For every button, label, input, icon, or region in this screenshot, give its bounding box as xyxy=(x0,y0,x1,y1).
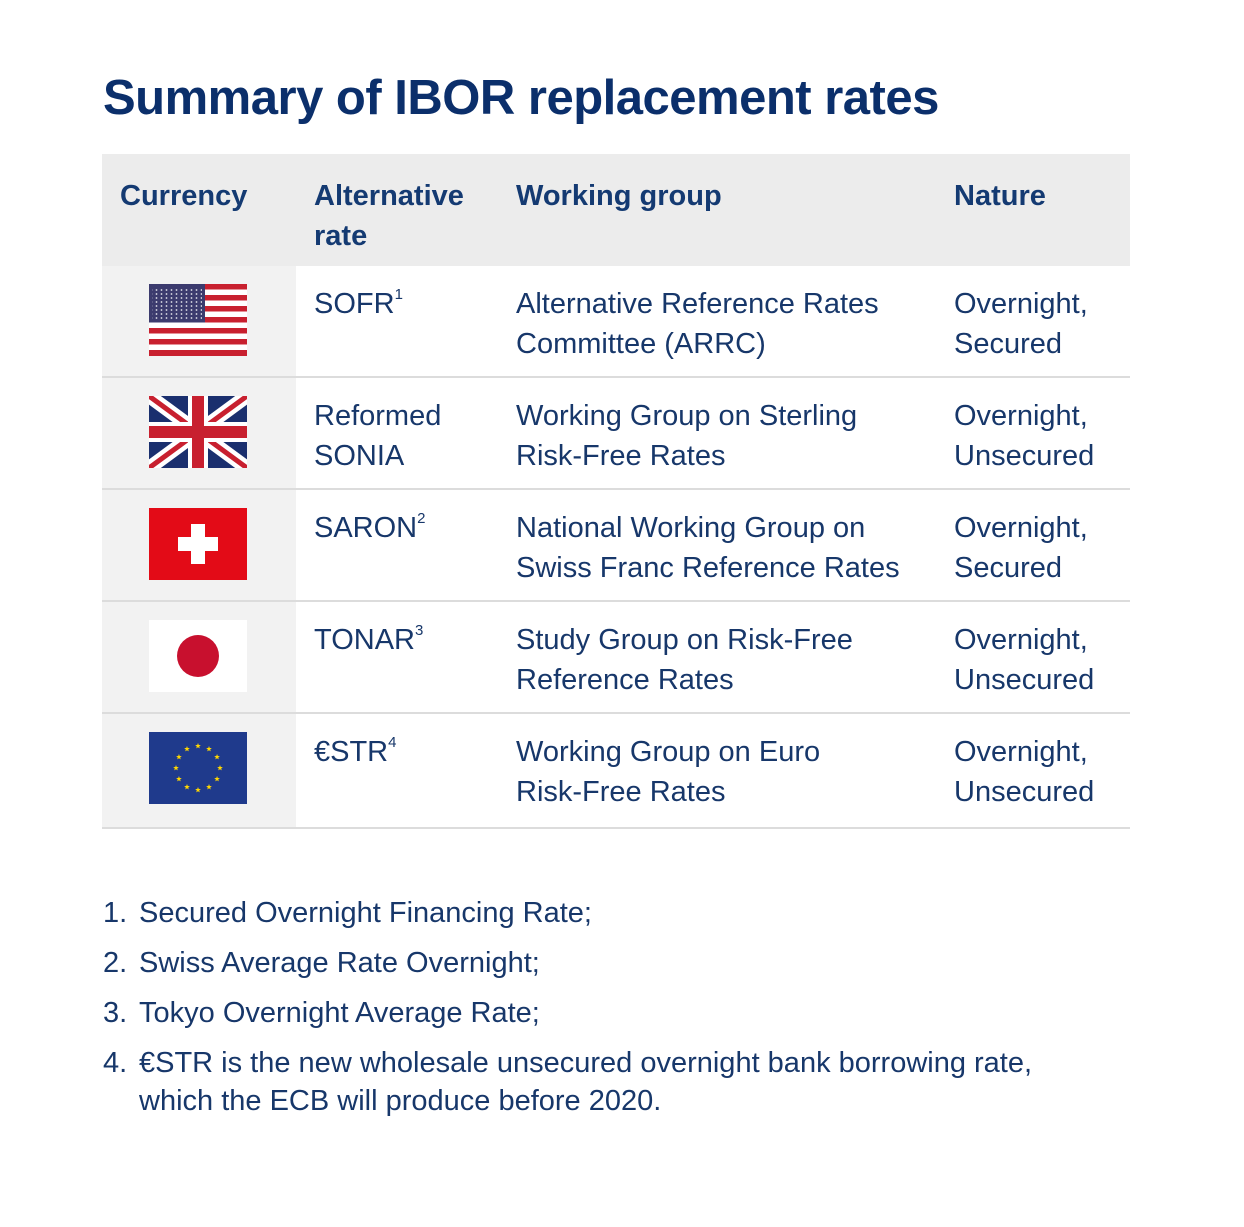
header-alternative-rate: Alternative rate xyxy=(314,180,464,252)
footnote-number: 4. xyxy=(103,1047,128,1079)
flag-cell xyxy=(102,714,296,827)
eu-star-icon xyxy=(184,784,190,790)
eu-star-icon xyxy=(195,787,201,793)
rate-name: SOFR xyxy=(314,288,395,320)
footnote-ref: 4 xyxy=(388,734,397,751)
table-row: TONAR3 Study Group on Risk-Free Referenc… xyxy=(102,602,1130,714)
footnote-text: Swiss Average Rate Overnight; xyxy=(139,947,540,979)
page-title: Summary of IBOR replacement rates xyxy=(103,71,939,125)
footnote-number: 1. xyxy=(103,897,128,929)
uk-flag-icon xyxy=(149,396,247,468)
footnote-ref: 1 xyxy=(394,286,403,303)
flag-cell xyxy=(102,266,296,376)
rate-name: TONAR xyxy=(314,624,415,656)
working-group-cell: Working Group on Euro Risk-Free Rates xyxy=(516,736,821,808)
nature-cell: Overnight, Unsecured xyxy=(954,400,1095,472)
eu-star-icon xyxy=(214,776,220,782)
eu-star-icon xyxy=(206,745,212,752)
nature-cell: Overnight, Secured xyxy=(954,512,1088,584)
nature-cell: Overnight, Unsecured xyxy=(954,624,1095,696)
eu-star-icon xyxy=(214,754,220,760)
swiss-flag-icon xyxy=(149,508,247,580)
table-header: Currency Alternative rate Working group … xyxy=(102,154,1130,266)
eu-star-icon xyxy=(176,776,182,782)
rate-cell: €STR4 xyxy=(314,732,494,772)
rate-name: SARON xyxy=(314,512,418,544)
flag-cell xyxy=(102,378,296,488)
nature-cell: Overnight, Secured xyxy=(954,288,1088,360)
rate-cell: SOFR1 xyxy=(314,284,494,324)
eu-flag-icon xyxy=(149,732,247,804)
working-group-cell: Alternative Reference Rates Committee (A… xyxy=(516,288,879,360)
nature-cell: Overnight, Unsecured xyxy=(954,736,1095,808)
footnote-number: 2. xyxy=(103,947,128,979)
japan-flag-icon xyxy=(149,620,247,692)
eu-star-icon xyxy=(195,743,201,749)
footnote-ref: 3 xyxy=(414,622,424,639)
rate-cell: Reformed SONIA xyxy=(314,400,442,472)
rate-cell: SARON2 xyxy=(314,508,494,548)
ibor-rates-table: Currency Alternative rate Working group … xyxy=(102,154,1130,829)
header-working-group: Working group xyxy=(516,180,722,212)
footnote-item: 3. Tokyo Overnight Average Rate; xyxy=(103,994,1063,1032)
eu-star-icon xyxy=(173,765,179,771)
table-row: SARON2 National Working Group on Swiss F… xyxy=(102,490,1130,602)
eu-star-icon xyxy=(184,745,190,752)
flag-cell xyxy=(102,602,296,712)
footnote-item: 1. Secured Overnight Financing Rate; xyxy=(103,894,1063,932)
header-nature: Nature xyxy=(954,180,1046,212)
footnote-text: Secured Overnight Financing Rate; xyxy=(139,897,592,929)
footnote-item: 4. €STR is the new wholesale unsecured o… xyxy=(103,1044,1063,1120)
table-row: Reformed SONIA Working Group on Sterling… xyxy=(102,378,1130,490)
eu-star-icon xyxy=(176,754,182,760)
working-group-cell: National Working Group on Swiss Franc Re… xyxy=(516,512,900,584)
working-group-cell: Working Group on Sterling Risk-Free Rate… xyxy=(516,400,858,472)
rate-name: €STR xyxy=(314,736,389,768)
table-row: €STR4 Working Group on Euro Risk-Free Ra… xyxy=(102,714,1130,829)
rate-cell: TONAR3 xyxy=(314,620,494,660)
eu-star-icon xyxy=(206,784,212,790)
flag-cell xyxy=(102,490,296,600)
footnote-ref: 2 xyxy=(417,510,426,527)
eu-star-icon xyxy=(217,765,223,771)
footnotes: 1. Secured Overnight Financing Rate; 2. … xyxy=(103,894,1063,1132)
table-row: SOFR1 Alternative Reference Rates Commit… xyxy=(102,266,1130,378)
header-currency: Currency xyxy=(120,180,248,212)
working-group-cell: Study Group on Risk-Free Reference Rates xyxy=(516,624,853,696)
footnote-text: €STR is the new wholesale unsecured over… xyxy=(139,1047,1033,1117)
footnote-item: 2. Swiss Average Rate Overnight; xyxy=(103,944,1063,982)
footnote-number: 3. xyxy=(103,997,128,1029)
footnote-text: Tokyo Overnight Average Rate; xyxy=(139,997,540,1029)
us-flag-icon xyxy=(149,284,247,356)
